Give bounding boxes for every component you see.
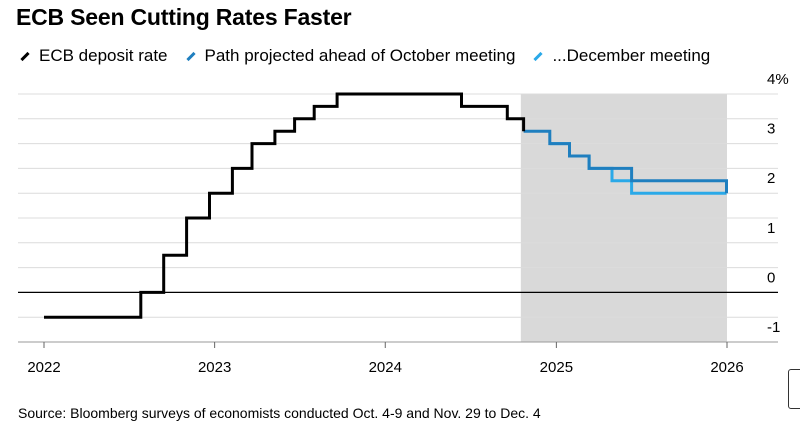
- y-tick-label: 1: [767, 220, 775, 237]
- legend-item-october-path: Path projected ahead of October meeting: [184, 46, 516, 66]
- legend-item-december-path: ...December meeting: [531, 46, 710, 66]
- y-tick-label: 4%: [767, 71, 789, 88]
- x-tick-label: 2023: [198, 359, 231, 376]
- y-tick-label: 0: [767, 269, 775, 286]
- x-tick-label: 2026: [710, 359, 743, 376]
- legend-label: ...December meeting: [552, 46, 711, 65]
- scroll-handle[interactable]: [788, 369, 800, 409]
- legend-label: ECB deposit rate: [39, 46, 168, 65]
- series-line-1: [523, 129, 728, 194]
- source-note: Source: Bloomberg surveys of economists …: [18, 405, 541, 421]
- x-tick-label: 2024: [369, 359, 402, 376]
- legend: ECB deposit rate Path projected ahead of…: [18, 46, 726, 66]
- y-tick-label: 3: [767, 121, 775, 138]
- x-tick-label: 2025: [540, 359, 573, 376]
- chart-title: ECB Seen Cutting Rates Faster: [16, 4, 352, 30]
- legend-label: Path projected ahead of October meeting: [204, 46, 516, 65]
- legend-item-ecb-deposit-rate: ECB deposit rate: [18, 46, 168, 66]
- series-line-0: [44, 92, 526, 319]
- y-tick-label: -1: [767, 319, 780, 336]
- x-tick-label: 2022: [27, 359, 60, 376]
- y-tick-label: 2: [767, 170, 775, 187]
